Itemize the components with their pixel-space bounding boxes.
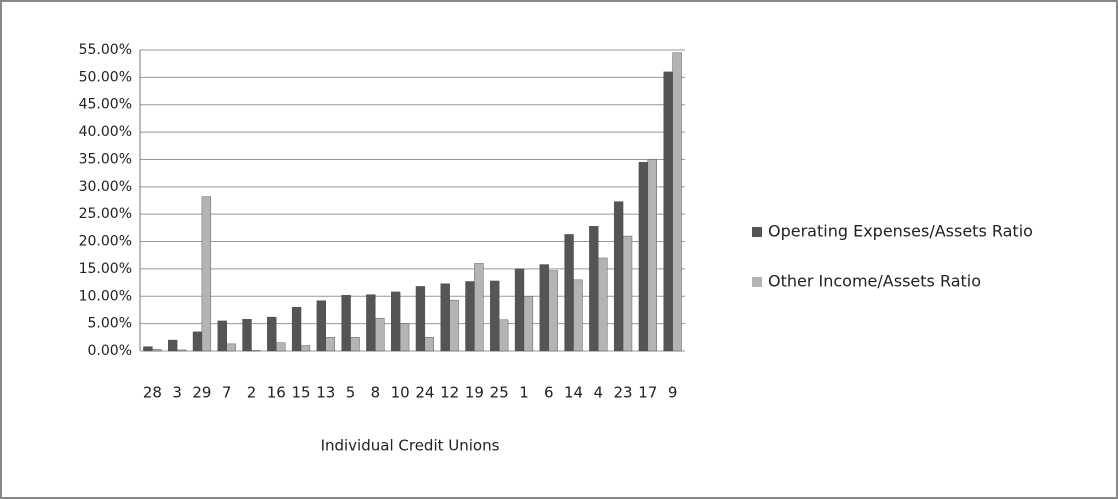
x-tick-label: 16 bbox=[267, 384, 286, 402]
x-tick-label: 25 bbox=[490, 384, 509, 402]
legend-swatch bbox=[752, 277, 762, 287]
x-tick-label: 15 bbox=[291, 384, 310, 402]
bar bbox=[499, 319, 509, 352]
bar bbox=[242, 319, 252, 352]
bar bbox=[638, 161, 649, 352]
x-tick-label: 17 bbox=[638, 384, 657, 402]
bar bbox=[217, 320, 227, 352]
bar bbox=[465, 281, 475, 352]
bar bbox=[375, 317, 385, 352]
bar bbox=[226, 343, 236, 352]
bar bbox=[424, 337, 435, 352]
y-tick-label: 15.00% bbox=[79, 261, 132, 277]
bar bbox=[514, 268, 525, 352]
bar bbox=[474, 263, 484, 352]
bar bbox=[300, 345, 311, 352]
y-tick-label: 45.00% bbox=[79, 97, 132, 113]
bar bbox=[490, 280, 500, 352]
bar bbox=[440, 283, 450, 352]
y-tick-label: 40.00% bbox=[79, 124, 132, 140]
bar bbox=[267, 316, 277, 352]
x-tick-label: 7 bbox=[222, 384, 232, 402]
bar bbox=[350, 337, 360, 352]
x-tick-label: 8 bbox=[371, 384, 381, 402]
bar bbox=[647, 159, 657, 352]
x-tick-label: 9 bbox=[668, 384, 678, 402]
x-tick-label: 14 bbox=[564, 384, 583, 402]
y-tick-label: 25.00% bbox=[79, 206, 132, 222]
bar bbox=[598, 257, 608, 352]
bar bbox=[291, 307, 302, 352]
x-tick-label: 24 bbox=[415, 384, 434, 402]
bar bbox=[539, 264, 549, 352]
bar bbox=[366, 294, 376, 352]
x-tick-label: 4 bbox=[594, 384, 604, 402]
y-tick-label: 35.00% bbox=[79, 151, 132, 167]
x-tick-label: 29 bbox=[192, 384, 211, 402]
y-tick-label: 30.00% bbox=[79, 179, 132, 195]
bar bbox=[564, 234, 574, 352]
legend-label: Operating Expenses/Assets Ratio bbox=[768, 222, 1033, 241]
y-tick-label: 50.00% bbox=[79, 69, 132, 85]
x-tick-label: 23 bbox=[614, 384, 633, 402]
x-tick-label: 2 bbox=[247, 384, 257, 402]
x-axis-title: Individual Credit Unions bbox=[321, 437, 500, 455]
x-tick-label: 19 bbox=[465, 384, 484, 402]
bar bbox=[341, 294, 351, 352]
bar bbox=[176, 349, 187, 352]
y-tick-label: 5.00% bbox=[88, 316, 132, 332]
x-tick-label: 5 bbox=[346, 384, 356, 402]
legend-swatch bbox=[752, 227, 762, 237]
bar bbox=[192, 331, 203, 352]
y-tick-label: 10.00% bbox=[79, 288, 132, 304]
bar bbox=[143, 346, 153, 352]
bar bbox=[201, 196, 212, 352]
bar bbox=[399, 323, 410, 352]
bar bbox=[548, 270, 558, 352]
bar bbox=[316, 300, 326, 352]
x-tick-label: 28 bbox=[143, 384, 162, 402]
bar bbox=[573, 279, 583, 352]
bar bbox=[672, 52, 682, 352]
bar bbox=[325, 337, 335, 352]
x-tick-label: 3 bbox=[172, 384, 182, 402]
x-tick-label: 10 bbox=[391, 384, 410, 402]
bar bbox=[663, 71, 673, 352]
bar bbox=[251, 350, 261, 352]
bar bbox=[168, 339, 178, 352]
legend-label: Other Income/Assets Ratio bbox=[768, 272, 981, 291]
bar bbox=[276, 342, 286, 352]
bar bbox=[622, 235, 633, 352]
x-tick-label: 13 bbox=[316, 384, 335, 402]
y-tick-label: 55.00% bbox=[79, 42, 132, 58]
y-tick-label: 20.00% bbox=[79, 234, 132, 250]
bar bbox=[589, 226, 599, 352]
y-tick-label: 0.00% bbox=[88, 343, 132, 359]
x-tick-label: 12 bbox=[440, 384, 459, 402]
bar bbox=[449, 299, 459, 352]
bar bbox=[613, 201, 624, 352]
x-tick-label: 1 bbox=[519, 384, 529, 402]
bar bbox=[523, 296, 534, 352]
bar bbox=[415, 286, 426, 352]
x-tick-label: 6 bbox=[544, 384, 554, 402]
bar bbox=[390, 291, 401, 352]
bar bbox=[152, 349, 162, 352]
